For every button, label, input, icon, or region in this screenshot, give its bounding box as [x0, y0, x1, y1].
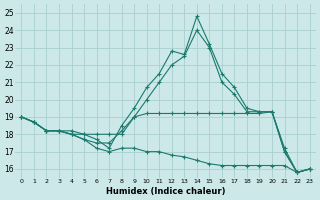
X-axis label: Humidex (Indice chaleur): Humidex (Indice chaleur) [106, 187, 225, 196]
